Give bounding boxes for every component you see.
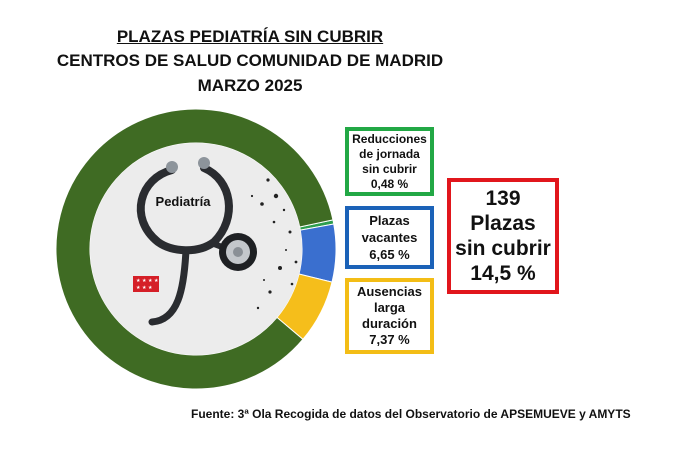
reducciones-line-1: Reducciones: [352, 131, 427, 146]
madrid-flag-icon: ★ ★ ★ ★ ★ ★ ★: [133, 276, 159, 292]
ausencias-line-2: larga: [373, 300, 406, 315]
source-note: Fuente: 3ª Ola Recogida de datos del Obs…: [191, 407, 631, 421]
total-line-2: sin cubrir: [455, 237, 551, 260]
donut-slice-2: [298, 223, 337, 283]
stethoscope-icon: [136, 157, 298, 326]
vacantes-line-2: vacantes: [361, 230, 418, 245]
ausencias-box: Ausencias larga duración 7,37 %: [345, 278, 434, 354]
ausencias-line-1: Ausencias: [356, 284, 423, 299]
svg-text:★: ★: [148, 278, 153, 284]
svg-text:★: ★: [136, 278, 141, 284]
svg-text:★: ★: [154, 278, 159, 284]
reducciones-line-2: de jornada: [359, 146, 420, 161]
vacantes-line-1: Plazas: [369, 213, 410, 228]
ausencias-line-3: duración: [362, 316, 417, 331]
vacantes-value: 6,65 %: [369, 247, 410, 262]
chart-date: MARZO 2025: [197, 76, 303, 95]
reducciones-line-3: sin cubrir: [362, 161, 417, 176]
chart-subtitle: CENTROS DE SALUD COMUNIDAD DE MADRID: [56, 51, 444, 70]
svg-text:★: ★: [136, 285, 141, 291]
svg-text:★: ★: [142, 285, 147, 291]
reducciones-value: 0,48 %: [370, 176, 409, 191]
reducciones-box: Reducciones de jornada sin cubrir 0,48 %: [345, 127, 434, 196]
ausencias-value: 7,37 %: [369, 332, 410, 347]
vacantes-box: Plazas vacantes 6,65 %: [345, 206, 434, 269]
total-count: 139: [485, 187, 521, 210]
svg-text:★: ★: [142, 278, 147, 284]
total-box: 139 Plazas sin cubrir 14,5 %: [447, 178, 559, 294]
pediatria-label: Pediatría: [156, 194, 212, 209]
svg-text:★: ★: [148, 285, 153, 291]
total-percent: 14,5 %: [470, 262, 536, 285]
chart-title: PLAZAS PEDIATRÍA SIN CUBRIR: [116, 27, 384, 46]
total-line-1: Plazas: [470, 212, 536, 235]
